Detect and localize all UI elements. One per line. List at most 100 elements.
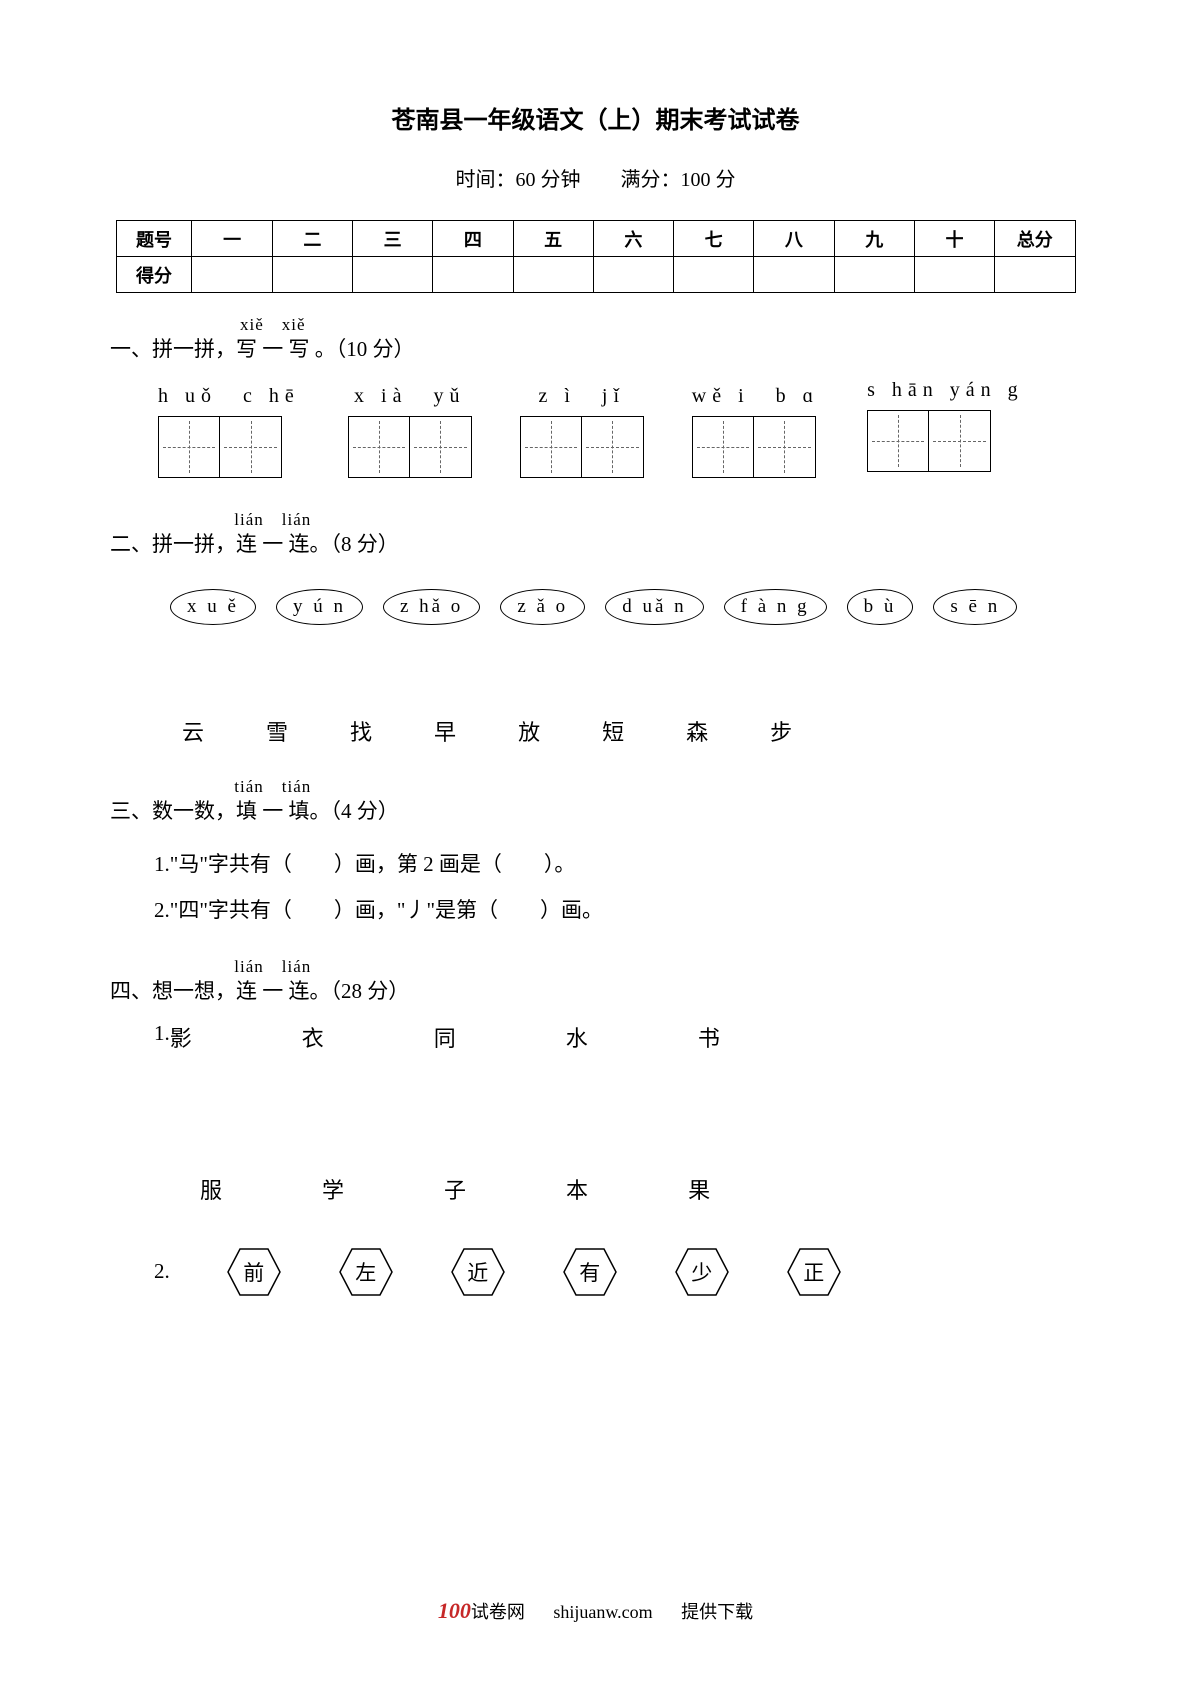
score-table: 题号 一 二 三 四 五 六 七 八 九 十 总分 得分 — [116, 220, 1076, 293]
score-cell — [995, 257, 1075, 293]
exam-subtitle: 时间：60 分钟 满分：100 分 — [110, 163, 1081, 192]
score-cell — [593, 257, 673, 293]
q4-hanzi: 服 — [200, 1173, 222, 1205]
score-cell — [272, 257, 352, 293]
q4-hexagon-row: 2. 前 左 近 有 少 正 — [110, 1247, 1081, 1297]
score-table-score-row: 得分 — [116, 257, 1075, 293]
hex-label: 少 — [691, 1257, 712, 1287]
col-header: 一 — [192, 221, 272, 257]
pinyin-oval: z hǎ o — [383, 589, 480, 625]
q3-ruby: tián tián 填 一 填 — [236, 795, 310, 829]
q4-heading-pre: 四、想一想， — [110, 979, 236, 1003]
pinyin-oval: f à n g — [724, 589, 827, 625]
question-4: 四、想一想，lián lián 连 一 连 。（28 分） 1. 影 衣 同 水… — [110, 975, 1081, 1297]
q2-hanzi: 雪 — [266, 715, 288, 747]
pinyin-oval: b ù — [847, 589, 914, 625]
col-header: 九 — [834, 221, 914, 257]
q2-hanzi: 找 — [350, 715, 372, 747]
col-header: 六 — [593, 221, 673, 257]
hexagon: 近 — [450, 1247, 506, 1297]
tianzige — [520, 416, 644, 478]
hexagon: 少 — [674, 1247, 730, 1297]
tianzige — [348, 416, 472, 478]
footer-brand: 试卷网 — [471, 1602, 525, 1622]
q1-pinyin: wě i b ɑ — [692, 379, 819, 408]
q1-heading: 一、拼一拼，xiě xiě写 一 写 。（10 分） — [110, 333, 1081, 367]
q4-ruby: lián lián 连 一 连 — [236, 975, 310, 1009]
q2-hanzi: 早 — [434, 715, 456, 747]
hex-label: 有 — [579, 1257, 600, 1287]
tzg-cell — [692, 416, 754, 478]
hex-label: 近 — [467, 1257, 488, 1287]
q3-line2: 2."四"字共有（ ）画，"丿"是第（ ）画。 — [110, 887, 1081, 933]
q1-ruby-hanzi: 写 一 写 — [236, 337, 310, 361]
q2-ruby: lián lián 连 一 连 — [236, 528, 310, 562]
row-label: 题号 — [116, 221, 192, 257]
tianzige — [867, 410, 1024, 472]
q2-hanzi: 森 — [686, 715, 708, 747]
col-header: 十 — [914, 221, 994, 257]
tzg-cell — [348, 416, 410, 478]
pinyin-oval: d uǎ n — [605, 589, 703, 625]
q1-pinyin: x ià yǔ — [348, 379, 472, 408]
hexagon: 前 — [226, 1247, 282, 1297]
col-header: 五 — [513, 221, 593, 257]
tzg-cell — [867, 410, 929, 472]
col-header: 二 — [272, 221, 352, 257]
score-cell — [834, 257, 914, 293]
q4-ruby-hanzi: 连 一 连 — [236, 979, 310, 1003]
hexagon: 有 — [562, 1247, 618, 1297]
hexagon: 左 — [338, 1247, 394, 1297]
tzg-cell — [220, 416, 282, 478]
col-header: 七 — [674, 221, 754, 257]
col-header: 总分 — [995, 221, 1075, 257]
q2-heading-post: 。（8 分） — [310, 532, 399, 556]
q4-sub2-num: 2. — [154, 1259, 170, 1284]
q1-pinyin: h uǒ c hē — [158, 379, 300, 408]
col-header: 八 — [754, 221, 834, 257]
tianzige — [692, 416, 819, 478]
row-label: 得分 — [116, 257, 192, 293]
tzg-cell — [929, 410, 991, 472]
q2-heading: 二、拼一拼，lián lián 连 一 连 。（8 分） — [110, 528, 1081, 562]
q3-ruby-pinyin: tián tián — [234, 773, 311, 800]
q1-item: z ì jǐ — [520, 379, 644, 478]
score-cell — [674, 257, 754, 293]
score-cell — [192, 257, 272, 293]
q3-heading: 三、数一数，tián tián 填 一 填 。（4 分） — [110, 795, 1081, 829]
question-1: 一、拼一拼，xiě xiě写 一 写 。（10 分） h uǒ c hē x i… — [110, 333, 1081, 478]
q3-heading-pre: 三、数一数， — [110, 799, 236, 823]
q4-hanzi: 学 — [322, 1173, 344, 1205]
footer-tail: 提供下载 — [681, 1602, 753, 1622]
col-header: 四 — [433, 221, 513, 257]
q4-hanzi: 衣 — [302, 1021, 324, 1053]
q1-pinyin: s hān yán g — [867, 379, 1024, 402]
hex-label: 正 — [803, 1257, 824, 1287]
q2-ruby-pinyin: lián lián — [234, 506, 311, 533]
footer-url: shijuanw.com — [553, 1602, 652, 1622]
q4-row1: 影 衣 同 水 书 — [170, 1021, 1081, 1053]
q4-hanzi: 水 — [566, 1021, 588, 1053]
q2-pinyin-row: x u ě y ú n z hǎ o z ǎ o d uǎ n f à n g … — [110, 589, 1081, 625]
q1-items: h uǒ c hē x ià yǔ z ì jǐ wě i b ɑ s hān … — [110, 379, 1081, 478]
q4-hanzi: 本 — [566, 1173, 588, 1205]
q1-pinyin: z ì jǐ — [520, 379, 644, 408]
q2-hanzi: 步 — [770, 715, 792, 747]
question-3: 三、数一数，tián tián 填 一 填 。（4 分） 1."马"字共有（ ）… — [110, 795, 1081, 933]
q1-item: x ià yǔ — [348, 379, 472, 478]
q2-hanzi: 短 — [602, 715, 624, 747]
score-cell — [914, 257, 994, 293]
score-cell — [513, 257, 593, 293]
footer-logo: 100 — [438, 1598, 471, 1623]
q4-hanzi: 影 — [170, 1021, 192, 1053]
exam-title: 苍南县一年级语文（上）期末考试试卷 — [110, 100, 1081, 135]
score-cell — [754, 257, 834, 293]
q4-hanzi: 同 — [434, 1021, 456, 1053]
question-2: 二、拼一拼，lián lián 连 一 连 。（8 分） x u ě y ú n… — [110, 528, 1081, 748]
q1-item: h uǒ c hē — [158, 379, 300, 478]
hexagon: 正 — [786, 1247, 842, 1297]
footer: 100试卷网 shijuanw.com 提供下载 — [0, 1598, 1191, 1624]
tianzige — [158, 416, 300, 478]
tzg-cell — [410, 416, 472, 478]
tzg-cell — [582, 416, 644, 478]
